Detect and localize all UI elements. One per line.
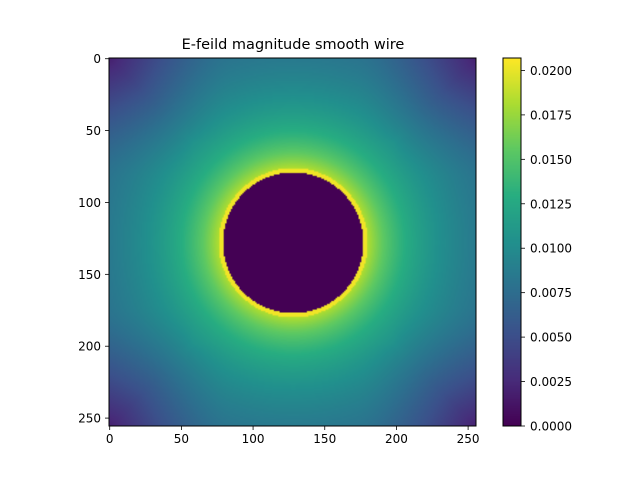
heatmap-plot-area bbox=[108, 57, 477, 427]
colorbar-tick-label: 0.0100 bbox=[530, 242, 572, 256]
heatmap-image bbox=[109, 58, 476, 426]
y-tick-label: 150 bbox=[78, 268, 101, 282]
chart-title: E-feild magnitude smooth wire bbox=[182, 37, 405, 53]
x-tick-label: 100 bbox=[242, 432, 265, 446]
colorbar-ticks: 0.0000 0.0025 0.0050 0.0075 0.0100 0.0125 0.01… bbox=[521, 64, 572, 434]
x-tick-label: 0 bbox=[106, 432, 114, 446]
y-tick-label: 50 bbox=[86, 124, 101, 138]
colorbar-tick-label: 0.0025 bbox=[530, 375, 572, 389]
y-tick-label: 0 bbox=[93, 52, 101, 66]
plot-frame bbox=[108, 57, 477, 427]
colorbar-tick-label: 0.0075 bbox=[530, 286, 572, 300]
y-tick-label: 250 bbox=[78, 412, 101, 426]
x-tick-label: 200 bbox=[385, 432, 408, 446]
colorbar-gradient bbox=[503, 58, 521, 426]
colorbar: 0.0000 0.0025 0.0050 0.0075 0.0100 0.0125 0.01… bbox=[502, 57, 572, 434]
colorbar-tick-label: 0.0050 bbox=[530, 331, 572, 345]
colorbar-tick-label: 0.0000 bbox=[530, 420, 572, 434]
colorbar-tick-label: 0.0200 bbox=[530, 64, 572, 78]
y-tick-label: 100 bbox=[78, 196, 101, 210]
x-tick-label: 250 bbox=[457, 432, 480, 446]
y-axis: 0 50 100 150 200 250 bbox=[78, 52, 109, 426]
x-axis: 0 50 100 150 200 250 bbox=[106, 426, 480, 446]
colorbar-frame bbox=[502, 57, 522, 427]
y-tick-label: 200 bbox=[78, 340, 101, 354]
x-tick-label: 50 bbox=[174, 432, 189, 446]
colorbar-tick-label: 0.0175 bbox=[530, 108, 572, 122]
colorbar-tick-label: 0.0150 bbox=[530, 153, 572, 167]
x-tick-label: 150 bbox=[313, 432, 336, 446]
colorbar-tick-label: 0.0125 bbox=[530, 197, 572, 211]
